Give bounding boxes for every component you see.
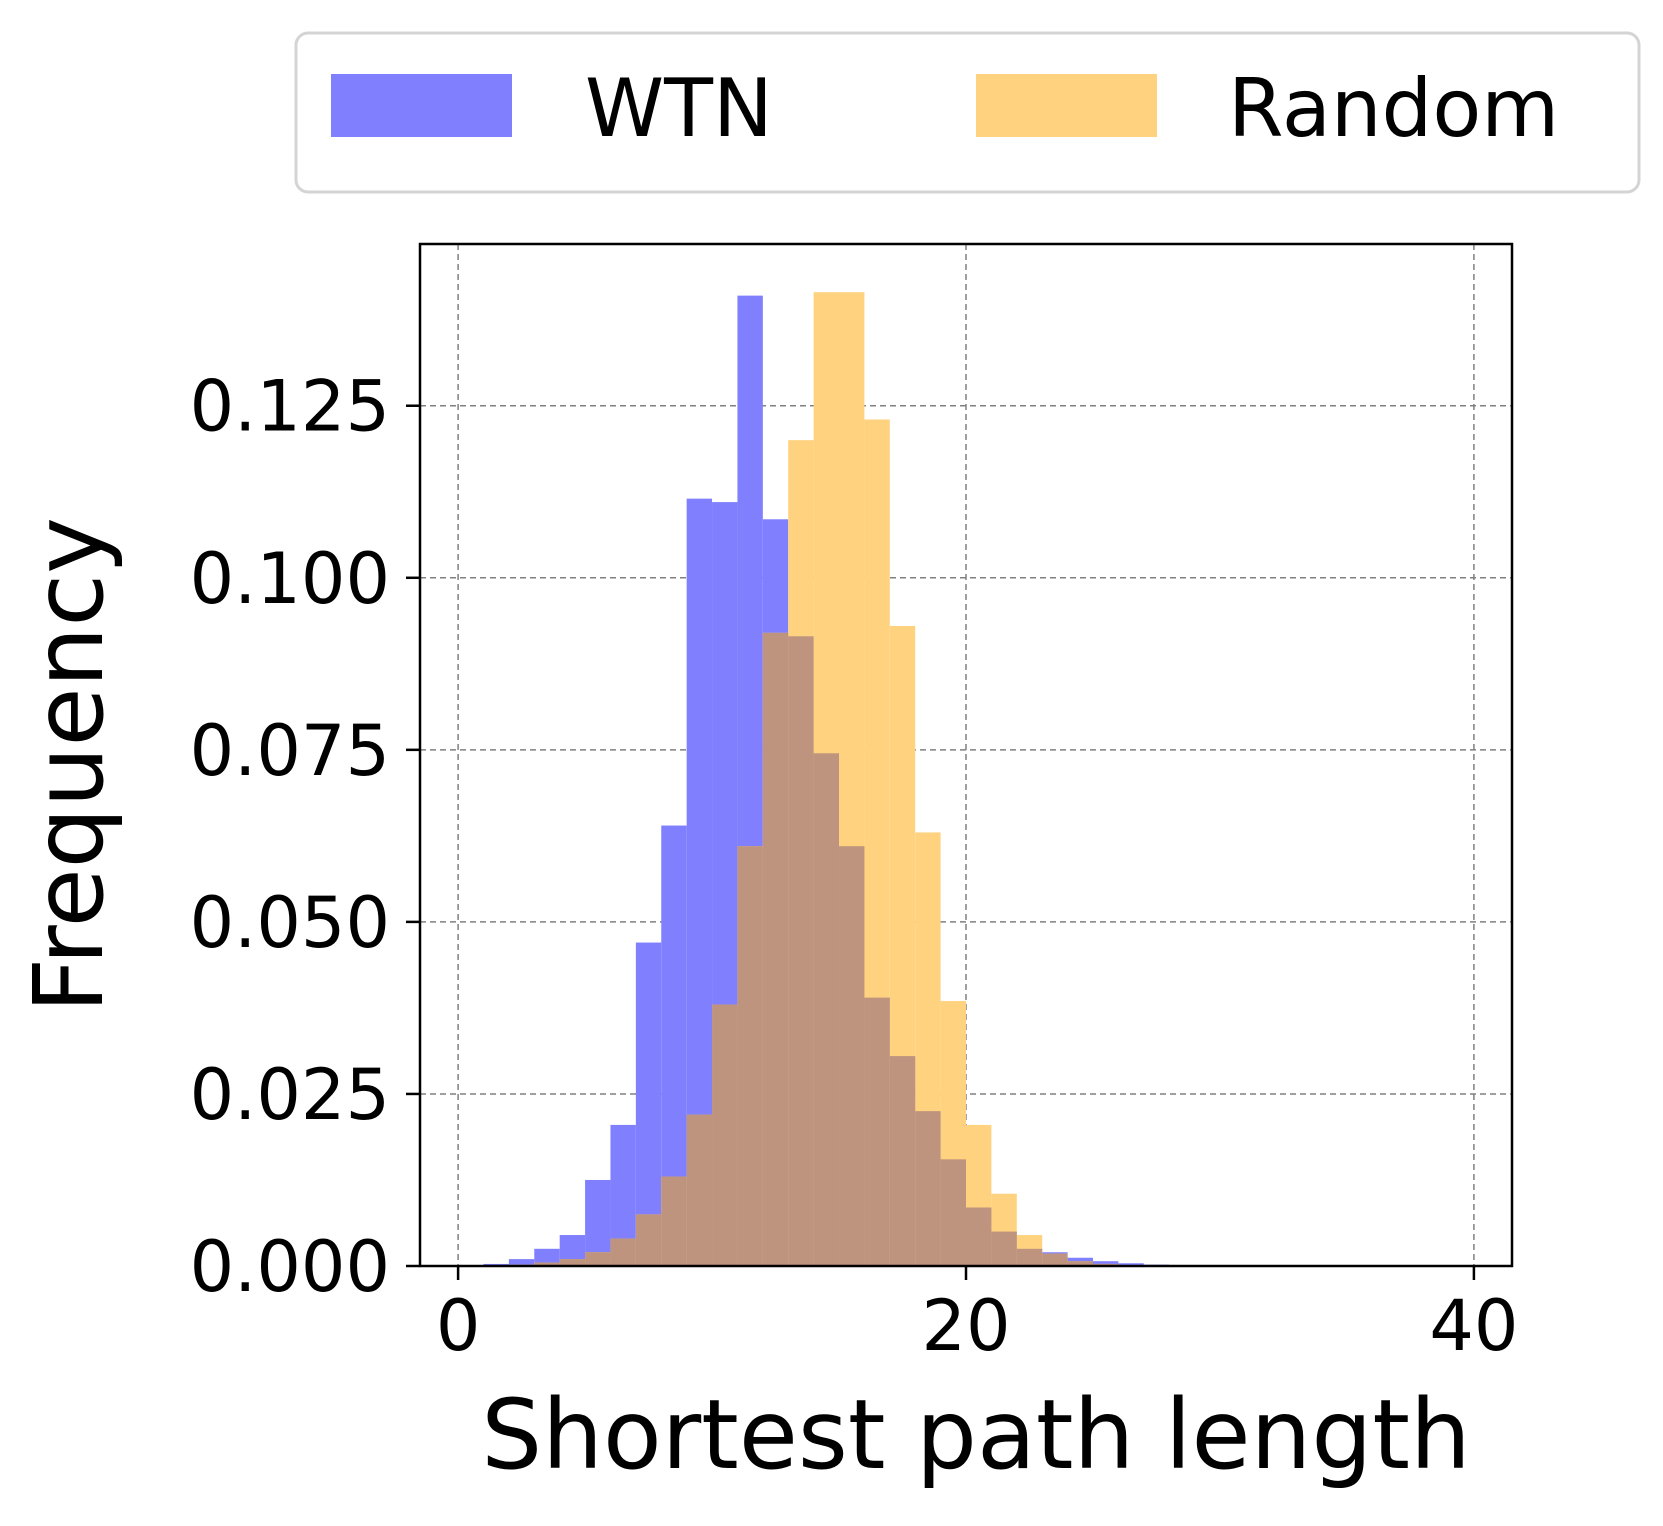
bar-overlap bbox=[635, 1214, 662, 1266]
legend-label-random: Random bbox=[1228, 62, 1559, 155]
bar-overlap bbox=[585, 1252, 611, 1266]
bar-wtn bbox=[508, 1259, 535, 1266]
x-tick-label: 40 bbox=[1429, 1285, 1518, 1367]
bar-overlap bbox=[1067, 1261, 1093, 1266]
legend-swatch-wtn bbox=[331, 74, 512, 137]
bar-overlap bbox=[712, 1004, 738, 1266]
y-tick-label: 0.050 bbox=[190, 882, 390, 964]
bar-overlap bbox=[686, 1114, 713, 1266]
bar-overlap bbox=[762, 632, 789, 1266]
histogram-bars bbox=[458, 292, 1246, 1267]
legend-frame bbox=[294, 31, 1641, 194]
bar-wtn bbox=[1118, 1263, 1144, 1266]
y-axis-title: Frequency bbox=[13, 517, 125, 1013]
axis-ticks: 0 20 40 0.000 0.025 0.050 0.075 0.100 0.125 bbox=[190, 366, 1519, 1367]
legend-swatch-random bbox=[976, 74, 1157, 137]
bar-overlap bbox=[737, 846, 763, 1266]
bar-overlap bbox=[839, 846, 865, 1266]
bar-overlap bbox=[864, 997, 890, 1266]
overlap-bars bbox=[458, 632, 1220, 1266]
x-tick-label: 20 bbox=[921, 1285, 1010, 1367]
legend-label-wtn: WTN bbox=[585, 62, 773, 155]
bar-overlap bbox=[1042, 1253, 1068, 1266]
bar-overlap bbox=[559, 1259, 586, 1266]
legend: WTN Random bbox=[294, 31, 1641, 194]
y-tick-label: 0.075 bbox=[190, 710, 390, 792]
x-axis-title: Shortest path length bbox=[481, 1379, 1471, 1491]
bar-wtn bbox=[635, 942, 662, 1266]
bar-overlap bbox=[534, 1262, 560, 1266]
bar-wtn bbox=[534, 1248, 560, 1266]
bar-overlap bbox=[915, 1111, 941, 1266]
bar-overlap bbox=[940, 1159, 966, 1266]
bar-overlap bbox=[610, 1238, 636, 1266]
y-tick-label: 0.125 bbox=[190, 366, 390, 448]
y-tick-label: 0.000 bbox=[190, 1226, 390, 1308]
y-tick-label: 0.025 bbox=[190, 1054, 390, 1136]
bar-overlap bbox=[1016, 1248, 1043, 1266]
y-tick-label: 0.100 bbox=[190, 538, 390, 620]
bar-wtn bbox=[585, 1179, 611, 1266]
bar-overlap bbox=[788, 636, 814, 1266]
bar-wtn bbox=[1092, 1261, 1119, 1266]
x-tick-label: 0 bbox=[436, 1285, 481, 1367]
bar-overlap bbox=[889, 1056, 916, 1266]
bar-overlap bbox=[813, 753, 840, 1266]
bar-overlap bbox=[966, 1207, 992, 1266]
bar-overlap bbox=[991, 1231, 1017, 1266]
bar-overlap bbox=[661, 1176, 687, 1266]
